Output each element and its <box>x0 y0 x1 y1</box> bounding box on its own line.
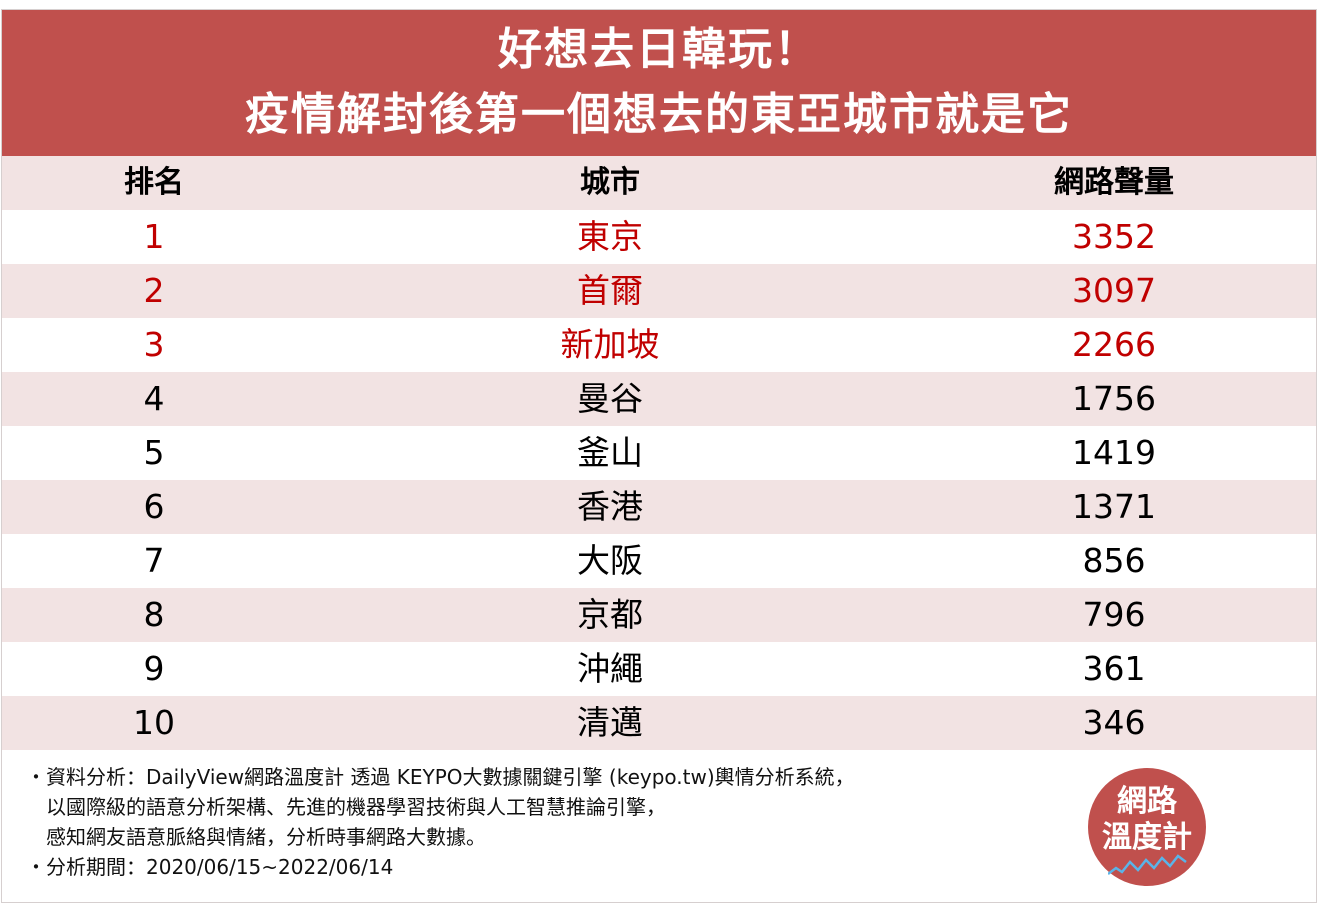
footnotes: ・資料分析：DailyView網路溫度計 透過 KEYPO大數據關鍵引擎 (ke… <box>26 762 855 882</box>
table-row: 8 京都 796 <box>2 588 1316 642</box>
volume-cell: 796 <box>1082 595 1146 634</box>
volume-cell: 2266 <box>1072 325 1156 364</box>
table-row: 10 清邁 346 <box>2 696 1316 750</box>
column-header-volume: 網路聲量 <box>1054 165 1174 200</box>
volume-cell: 1419 <box>1072 433 1156 472</box>
rank-cell: 9 <box>143 649 165 688</box>
city-cell: 新加坡 <box>560 325 660 364</box>
rank-cell: 3 <box>143 325 165 364</box>
rank-cell: 10 <box>133 703 175 742</box>
table-header-row: 排名 城市 網路聲量 <box>2 156 1316 210</box>
city-cell: 香港 <box>577 487 643 526</box>
volume-cell: 856 <box>1082 541 1146 580</box>
pulse-line-icon <box>1108 854 1187 875</box>
title-banner: 好想去日韓玩！ 疫情解封後第一個想去的東亞城市就是它 <box>2 10 1316 156</box>
infographic-frame: 好想去日韓玩！ 疫情解封後第一個想去的東亞城市就是它 排名 城市 網路聲量 1 東… <box>1 9 1317 903</box>
table-row: 1 東京 3352 <box>2 210 1316 264</box>
city-cell: 京都 <box>577 595 643 634</box>
rank-cell: 6 <box>143 487 165 526</box>
volume-cell: 3097 <box>1072 271 1156 310</box>
table-row: 6 香港 1371 <box>2 480 1316 534</box>
footnote-line: 以國際級的語意分析架構、先進的機器學習技術與人工智慧推論引擎， <box>46 795 666 819</box>
table-row: 9 沖繩 361 <box>2 642 1316 696</box>
table-row: 3 新加坡 2266 <box>2 318 1316 372</box>
column-header-rank: 排名 <box>124 165 184 200</box>
logo-line-2: 溫度計 <box>1102 820 1192 855</box>
city-cell: 釜山 <box>577 433 643 472</box>
table-row: 7 大阪 856 <box>2 534 1316 588</box>
volume-cell: 1756 <box>1072 379 1156 418</box>
column-header-city: 城市 <box>580 165 640 200</box>
rank-cell: 4 <box>143 379 165 418</box>
city-cell: 首爾 <box>577 271 643 310</box>
title-line-2: 疫情解封後第一個想去的東亞城市就是它 <box>245 89 1073 140</box>
table-row: 5 釜山 1419 <box>2 426 1316 480</box>
city-cell: 沖繩 <box>577 649 643 688</box>
brand-logo: 網路 溫度計 <box>1088 768 1206 886</box>
table-body: 1 東京 3352 2 首爾 3097 3 新加坡 2266 4 曼谷 1756 5 釜山 1419 6 香港 1… <box>2 210 1316 750</box>
logo-line-1: 網路 <box>1117 784 1177 819</box>
volume-cell: 361 <box>1082 649 1146 688</box>
table-row: 4 曼谷 1756 <box>2 372 1316 426</box>
table-row: 2 首爾 3097 <box>2 264 1316 318</box>
footnote-line: ・分析期間：2020/06/15~2022/06/14 <box>26 855 394 879</box>
ranking-table: 排名 城市 網路聲量 1 東京 3352 2 首爾 3097 3 新加坡 2266 4 曼谷 1756… <box>2 156 1316 750</box>
rank-cell: 2 <box>143 271 165 310</box>
volume-cell: 1371 <box>1072 487 1156 526</box>
rank-cell: 5 <box>143 433 165 472</box>
city-cell: 東京 <box>577 217 643 256</box>
rank-cell: 7 <box>143 541 165 580</box>
volume-cell: 3352 <box>1072 217 1156 256</box>
footnote-line: 感知網友語意脈絡與情緒，分析時事網路大數據。 <box>46 825 486 849</box>
footnote-line: ・資料分析：DailyView網路溫度計 透過 KEYPO大數據關鍵引擎 (ke… <box>26 765 855 789</box>
city-cell: 曼谷 <box>577 379 643 418</box>
rank-cell: 1 <box>143 217 165 256</box>
city-cell: 大阪 <box>577 541 643 580</box>
title-line-1: 好想去日韓玩！ <box>498 24 820 75</box>
city-cell: 清邁 <box>577 703 643 742</box>
volume-cell: 346 <box>1082 703 1146 742</box>
rank-cell: 8 <box>143 595 165 634</box>
